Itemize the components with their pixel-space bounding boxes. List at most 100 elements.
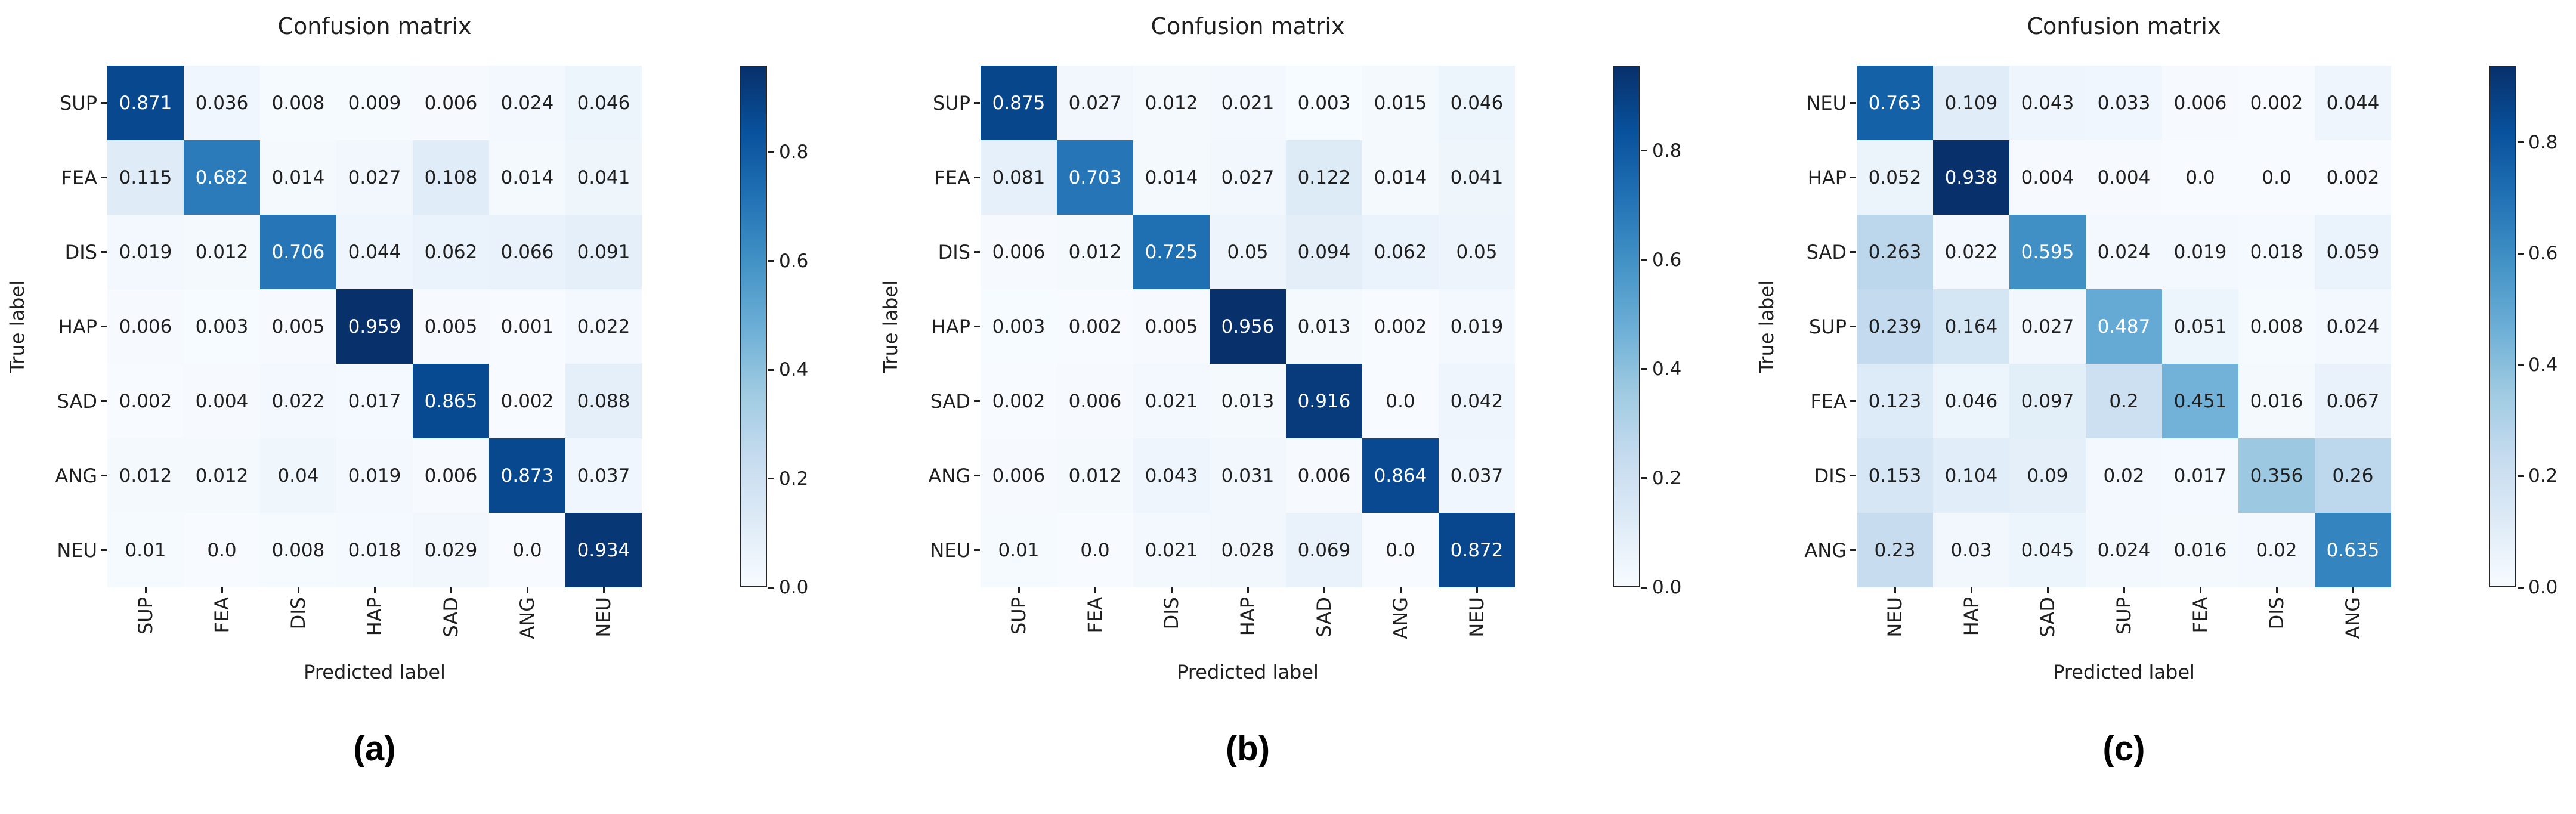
colorbar-tick-mark	[1641, 368, 1647, 370]
matrix-cell: 0.024	[2086, 513, 2162, 587]
matrix-cell: 0.009	[336, 66, 413, 140]
matrix-cell: 0.763	[1857, 66, 1933, 140]
colorbar: 0.8 0.6 0.4 0.2 0.0	[740, 66, 827, 598]
y-tick-label: HAP	[24, 289, 107, 364]
matrix-cell: 0.02	[2238, 513, 2315, 587]
axis-tick-mark	[974, 549, 980, 551]
axis-tick-mark	[1850, 251, 1856, 253]
matrix-cell: 0.005	[1133, 289, 1210, 364]
matrix-cell: 0.003	[1286, 66, 1362, 140]
axis-tick-mark	[221, 587, 223, 593]
matrix-cell: 0.014	[260, 140, 336, 215]
matrix-cell: 0.006	[1286, 438, 1362, 513]
matrix-cell: 0.002	[2315, 140, 2391, 215]
matrix-cell: 0.01	[981, 513, 1057, 587]
matrix-cell: 0.021	[1210, 66, 1286, 140]
axis-tick-mark	[2123, 587, 2125, 593]
x-axis-label: Predicted label	[1177, 661, 1319, 683]
matrix-cell: 0.091	[565, 215, 642, 289]
axis-tick-mark	[1170, 587, 1173, 593]
matrix-cell: 0.014	[1133, 140, 1210, 215]
y-tick-label: NEU	[24, 513, 107, 587]
matrix-cell: 0.487	[2086, 289, 2162, 364]
matrix-cell: 0.006	[413, 438, 489, 513]
x-tick-label: HAP	[336, 587, 413, 660]
axis-tick-mark	[1894, 587, 1896, 593]
matrix-cell: 0.122	[1286, 140, 1362, 215]
matrix-cell: 0.0	[489, 513, 565, 587]
matrix-cell: 0.23	[1857, 513, 1933, 587]
matrix-cell: 0.002	[2238, 66, 2315, 140]
colorbar-tick-label: 0.8	[2528, 131, 2558, 153]
x-tick-label: HAP	[1933, 587, 2009, 660]
axis-tick-mark	[1018, 587, 1020, 593]
colorbar-tick-mark	[2518, 252, 2524, 255]
x-tick-labels: SUP FEA DIS HAP SAD ANG NEU	[981, 587, 1515, 660]
matrix-cell: 0.008	[260, 513, 336, 587]
matrix-cell: 0.356	[2238, 438, 2315, 513]
axis-tick-mark	[974, 251, 980, 253]
matrix-cell: 0.725	[1133, 215, 1210, 289]
colorbar-gradient	[1613, 66, 1640, 587]
matrix-cell: 0.959	[336, 289, 413, 364]
matrix-cell: 0.012	[184, 438, 260, 513]
y-tick-label: DIS	[24, 215, 107, 289]
matrix-cell: 0.706	[260, 215, 336, 289]
matrix-cell: 0.027	[2009, 289, 2086, 364]
matrix-cell: 0.004	[184, 364, 260, 438]
matrix-cell: 0.017	[2162, 438, 2238, 513]
y-tick-label: ANG	[897, 438, 980, 513]
x-tick-label: NEU	[565, 587, 642, 660]
matrix-cell: 0.018	[2238, 215, 2315, 289]
axis-tick-mark	[602, 587, 605, 593]
axis-tick-mark	[2352, 587, 2354, 593]
matrix-cell: 0.0	[1362, 364, 1439, 438]
axis-tick-mark	[1247, 587, 1249, 593]
x-tick-label: NEU	[1857, 587, 1933, 660]
matrix-cell: 0.003	[981, 289, 1057, 364]
axis-tick-mark	[101, 475, 107, 476]
x-tick-label: FEA	[184, 587, 260, 660]
matrix-cell: 0.031	[1210, 438, 1286, 513]
colorbar-tick-mark	[2518, 364, 2524, 366]
matrix-cell: 0.916	[1286, 364, 1362, 438]
matrix-cell: 0.027	[336, 140, 413, 215]
axis-tick-mark	[974, 475, 980, 476]
axis-tick-mark	[101, 549, 107, 551]
axis-tick-mark	[1970, 587, 1972, 593]
axis-tick-mark	[2199, 587, 2201, 593]
matrix-cell: 0.001	[489, 289, 565, 364]
colorbar-tick-mark	[768, 369, 774, 371]
matrix-cell: 0.012	[1133, 66, 1210, 140]
matrix-cell: 0.067	[2315, 364, 2391, 438]
matrix-cell: 0.872	[1439, 513, 1515, 587]
axis-tick-mark	[101, 400, 107, 402]
matrix-cell: 0.037	[565, 438, 642, 513]
matrix-cell: 0.104	[1933, 438, 2009, 513]
axis-tick-mark	[526, 587, 528, 593]
matrix-cell: 0.013	[1210, 364, 1286, 438]
axis-tick-mark	[450, 587, 452, 593]
matrix-cell: 0.871	[107, 66, 184, 140]
x-tick-label: FEA	[1057, 587, 1133, 660]
axis-tick-mark	[2046, 587, 2049, 593]
matrix-cell: 0.041	[565, 140, 642, 215]
axis-tick-mark	[974, 326, 980, 327]
x-tick-label: SAD	[413, 587, 489, 660]
x-tick-labels: NEU HAP SAD SUP FEA DIS ANG	[1857, 587, 2391, 660]
matrix-cell: 0.019	[107, 215, 184, 289]
x-tick-label: SAD	[1286, 587, 1362, 660]
y-tick-labels: SUP FEA DIS HAP SAD ANG NEU	[24, 66, 107, 587]
matrix-cell: 0.108	[413, 140, 489, 215]
colorbar-gradient	[740, 66, 767, 587]
matrix-cell: 0.022	[260, 364, 336, 438]
matrix-cell: 0.938	[1933, 140, 2009, 215]
y-tick-label: SUP	[897, 66, 980, 140]
matrix-cell: 0.2	[2086, 364, 2162, 438]
matrix-cell: 0.09	[2009, 438, 2086, 513]
x-tick-labels: SUP FEA DIS HAP SAD ANG NEU	[107, 587, 642, 660]
matrix-cell: 0.004	[2009, 140, 2086, 215]
matrix-cell: 0.934	[565, 513, 642, 587]
x-tick-label: ANG	[2315, 587, 2391, 660]
y-tick-label: SAD	[897, 364, 980, 438]
